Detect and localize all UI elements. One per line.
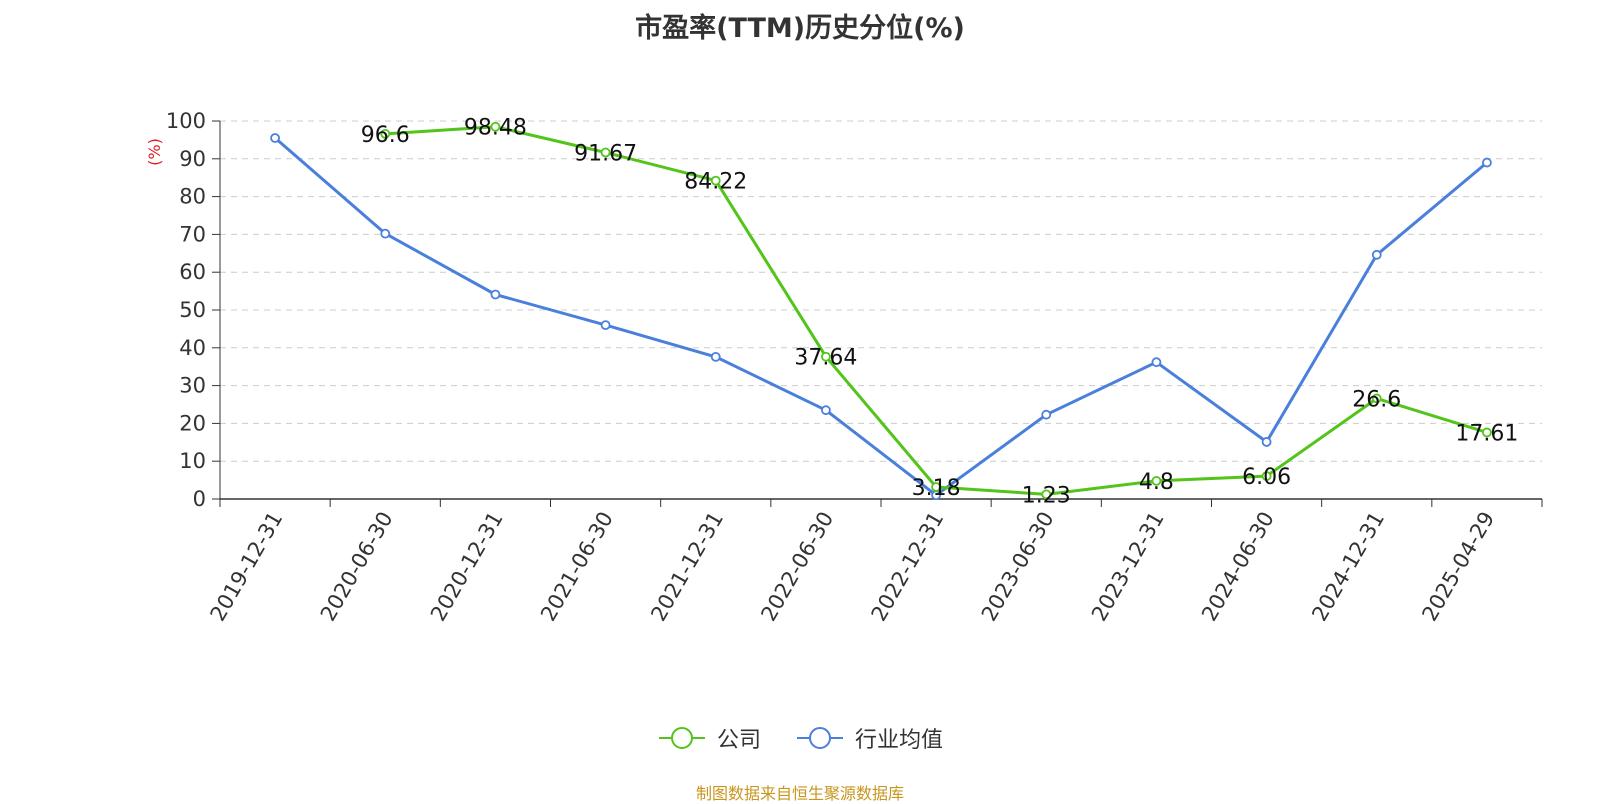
y-axis: 0 10 20 30 40 50 60 70 80 90 100 [166, 109, 221, 511]
legend-marker-industry-average [797, 727, 843, 749]
data-point [1151, 357, 1162, 368]
data-label: 17.61 [1455, 421, 1518, 446]
data-point [821, 405, 831, 416]
data-point [600, 320, 611, 331]
data-point [821, 351, 831, 362]
data-label: 37.64 [794, 346, 857, 371]
data-point [1482, 157, 1492, 168]
legend-label-company: 公司 [716, 728, 761, 753]
x-tick-label: 2022-12-31 [867, 507, 949, 625]
x-tick-label: 2024-12-31 [1307, 508, 1389, 626]
y-tick-label: 50 [179, 298, 206, 322]
legend-item-industry-average[interactable]: 行业均值 [795, 722, 943, 754]
data-label: 91.67 [574, 141, 637, 166]
y-tick-label: 0 [193, 487, 206, 511]
x-tick-label: 2022-06-30 [756, 508, 838, 626]
chart-title: 市盈率(TTM)历史分位(%) [635, 13, 965, 44]
x-tick-label: 2023-12-31 [1087, 508, 1169, 626]
data-point [1261, 471, 1272, 481]
data-label: 3.18 [912, 476, 961, 501]
data-point [600, 147, 611, 158]
x-tick-label: 2019-12-31 [206, 508, 288, 626]
data-source-note: 制图数据来自恒生聚源数据库 [695, 784, 904, 803]
legend-item-company[interactable]: 公司 [657, 722, 761, 754]
y-tick-label: 70 [179, 222, 206, 246]
data-point [1482, 427, 1492, 438]
data-point [1371, 249, 1382, 260]
y-tick-label: 80 [179, 185, 206, 209]
data-point [1261, 437, 1272, 447]
data-label: 4.8 [1139, 470, 1174, 495]
y-tick-label: 20 [179, 411, 206, 435]
data-point [380, 128, 391, 139]
data-point [490, 121, 501, 132]
series-line [274, 136, 1488, 497]
y-tick-label: 40 [179, 336, 206, 360]
grid-lines [220, 120, 1542, 462]
data-point [1041, 409, 1052, 420]
data-point [270, 133, 280, 143]
x-tick-label: 2020-12-31 [426, 507, 508, 625]
data-point [380, 228, 391, 239]
data-point [1151, 475, 1162, 486]
y-tick-label: 60 [179, 260, 206, 284]
data-point [1371, 393, 1382, 404]
series-layer [270, 121, 1492, 501]
legend-marker-company [658, 727, 705, 749]
x-axis: 2019-12-31 2020-06-30 2020-12-31 2021-06-30… [206, 498, 1543, 626]
data-label: 98.48 [464, 116, 527, 141]
data-label: 1.23 [1022, 483, 1071, 508]
y-tick-label: 90 [179, 147, 206, 171]
x-tick-label: 2021-12-31 [646, 508, 728, 626]
data-point [710, 351, 721, 362]
data-label: 6.06 [1242, 465, 1291, 490]
data-point [490, 289, 501, 300]
y-tick-label: 10 [179, 449, 206, 473]
data-labels: 96.6 98.48 91.67 84.22 37.64 3.18 1.23 4.8 6.06 2… [361, 116, 1519, 509]
y-tick-label: 30 [179, 374, 206, 398]
data-point [710, 175, 721, 186]
x-tick-label: 2023-06-30 [977, 508, 1059, 626]
y-axis-label: (%) [145, 138, 164, 166]
legend-label-industry-average: 行业均值 [855, 728, 944, 753]
legend: 公司 行业均值 [0, 722, 1600, 754]
x-tick-label: 2021-06-30 [536, 508, 618, 626]
data-label: 96.6 [361, 123, 410, 148]
y-tick-label: 100 [166, 109, 206, 133]
data-label: 26.6 [1352, 387, 1401, 412]
data-point [1041, 489, 1052, 500]
x-tick-label: 2025-04-29 [1417, 508, 1499, 626]
data-label: 84.22 [684, 170, 747, 195]
data-point [931, 482, 941, 492]
x-tick-label: 2020-06-30 [316, 508, 398, 626]
x-tick-label: 2024-06-30 [1197, 508, 1279, 626]
